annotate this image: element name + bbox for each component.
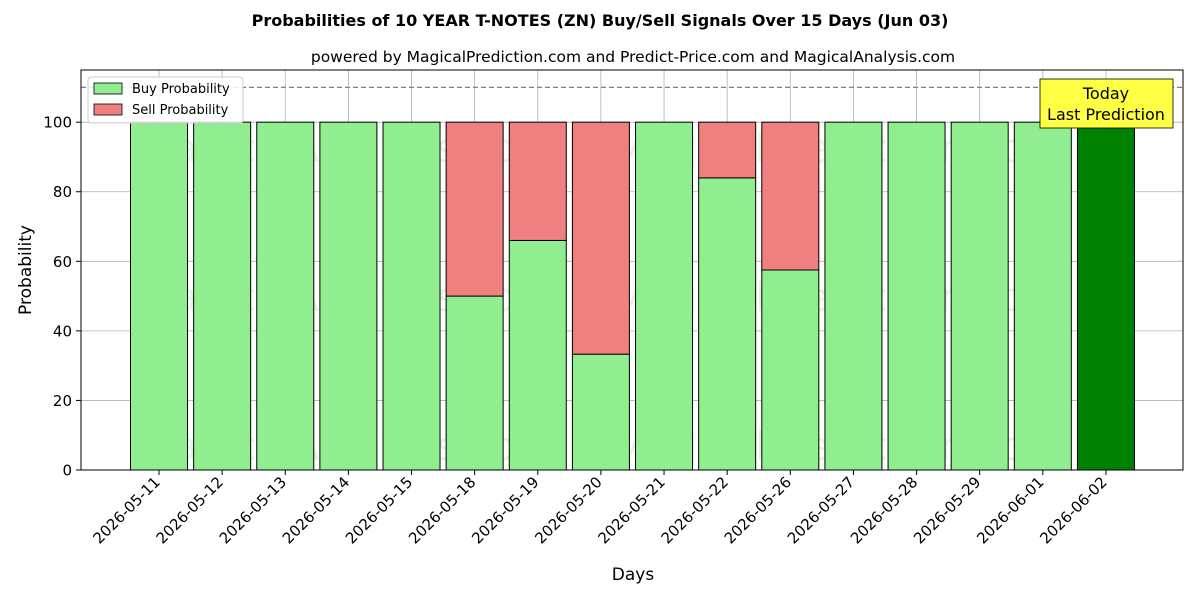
x-tick-label: 2026-06-02 bbox=[1036, 473, 1110, 547]
bar-buy bbox=[509, 240, 566, 470]
x-tick-label: 2026-06-01 bbox=[973, 473, 1047, 547]
bar-buy bbox=[888, 122, 945, 470]
bar-buy bbox=[636, 122, 693, 470]
today-annotation: Today Last Prediction bbox=[1040, 79, 1173, 128]
bar-sell bbox=[762, 122, 819, 270]
y-tick-label: 40 bbox=[53, 322, 72, 340]
x-axis: 2026-05-112026-05-122026-05-132026-05-14… bbox=[89, 470, 1110, 547]
bar-sell bbox=[509, 122, 566, 240]
x-tick-label: 2026-05-21 bbox=[594, 473, 668, 547]
x-tick-label: 2026-05-22 bbox=[658, 473, 732, 547]
legend: Buy Probability Sell Probability bbox=[88, 77, 243, 123]
x-tick-label: 2026-05-29 bbox=[910, 473, 984, 547]
legend-label-sell: Sell Probability bbox=[132, 103, 229, 118]
bar-sell bbox=[572, 122, 629, 354]
bar-buy bbox=[1014, 122, 1071, 470]
bar-buy bbox=[572, 354, 629, 470]
bar-buy bbox=[1077, 122, 1134, 470]
bar-buy bbox=[951, 122, 1008, 470]
y-tick-label: 100 bbox=[43, 114, 72, 132]
y-tick-label: 60 bbox=[53, 253, 72, 271]
x-tick-label: 2026-05-13 bbox=[216, 473, 290, 547]
x-tick-label: 2026-05-15 bbox=[342, 473, 416, 547]
legend-swatch-sell bbox=[94, 104, 122, 115]
x-tick-label: 2026-05-18 bbox=[405, 473, 479, 547]
legend-label-buy: Buy Probability bbox=[132, 82, 230, 97]
annotation-line-1: Today bbox=[1082, 84, 1129, 103]
y-axis: 0 20 40 60 80 100 bbox=[43, 114, 81, 480]
bar-buy bbox=[446, 296, 503, 470]
bar-buy bbox=[320, 122, 377, 470]
bar-buy bbox=[131, 122, 188, 470]
bar-buy bbox=[825, 122, 882, 470]
x-tick-label: 2026-05-19 bbox=[468, 473, 542, 547]
bar-buy bbox=[383, 122, 440, 470]
bar-buy bbox=[257, 122, 314, 470]
bar-buy bbox=[762, 270, 819, 470]
bar-sell bbox=[446, 122, 503, 296]
x-tick-label: 2026-05-20 bbox=[531, 473, 605, 547]
annotation-line-2: Last Prediction bbox=[1047, 105, 1165, 124]
x-axis-label: Days bbox=[612, 565, 655, 585]
x-tick-label: 2026-05-11 bbox=[89, 473, 163, 547]
x-tick-label: 2026-05-26 bbox=[721, 473, 795, 547]
y-tick-label: 80 bbox=[53, 183, 72, 201]
bar-buy bbox=[699, 178, 756, 470]
legend-swatch-buy bbox=[94, 83, 122, 94]
chart-subtitle: powered by MagicalPrediction.com and Pre… bbox=[311, 48, 955, 66]
x-tick-label: 2026-05-28 bbox=[847, 473, 921, 547]
y-tick-label: 0 bbox=[62, 462, 72, 480]
chart-title: Probabilities of 10 YEAR T-NOTES (ZN) Bu… bbox=[252, 11, 949, 30]
y-tick-label: 20 bbox=[53, 392, 72, 410]
bar-buy bbox=[194, 122, 251, 470]
x-tick-label: 2026-05-14 bbox=[279, 473, 353, 547]
x-tick-label: 2026-05-12 bbox=[153, 473, 227, 547]
bar-sell bbox=[699, 122, 756, 178]
x-tick-label: 2026-05-27 bbox=[784, 473, 858, 547]
y-axis-label: Probability bbox=[16, 225, 36, 315]
